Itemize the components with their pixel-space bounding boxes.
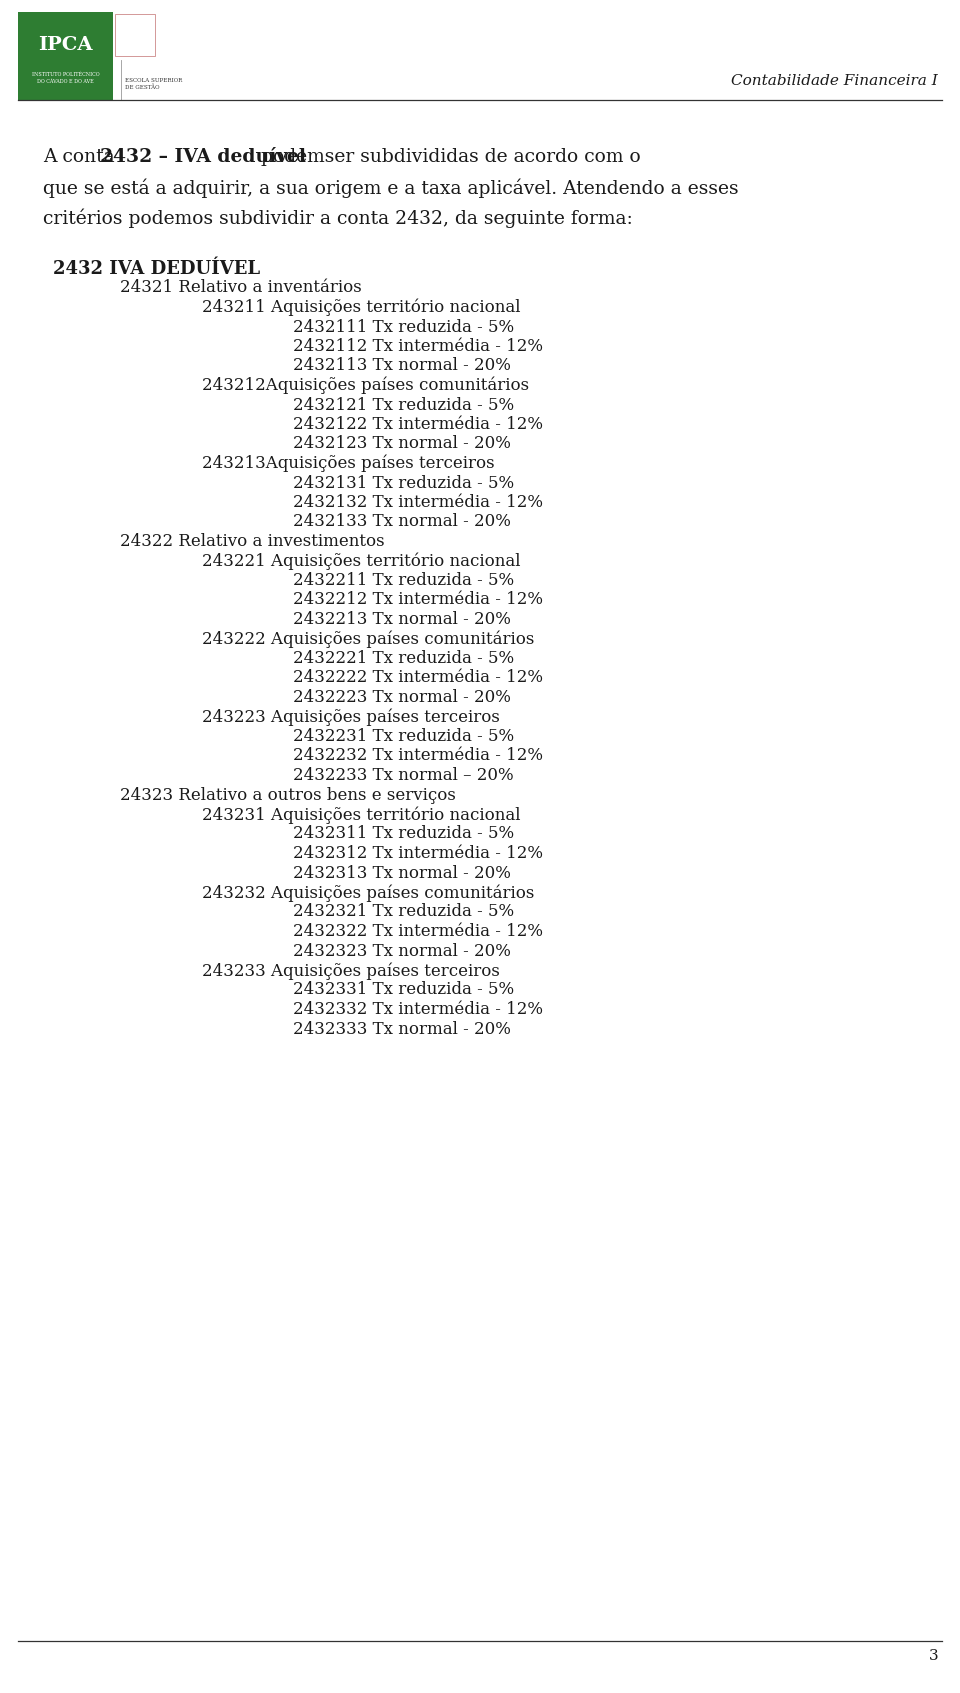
Text: 2432333 Tx normal - 20%: 2432333 Tx normal - 20% xyxy=(293,1021,511,1038)
Text: 2432221 Tx reduzida - 5%: 2432221 Tx reduzida - 5% xyxy=(293,650,514,667)
Text: 243232 Aquisições países comunitários: 243232 Aquisições países comunitários xyxy=(202,884,534,901)
Text: Contabilidade Financeira I: Contabilidade Financeira I xyxy=(732,74,938,88)
Text: podemser subdivididas de acordo com o: podemser subdivididas de acordo com o xyxy=(255,147,640,166)
Text: 2432132 Tx intermédia - 12%: 2432132 Tx intermédia - 12% xyxy=(293,494,542,511)
Text: 2432323 Tx normal - 20%: 2432323 Tx normal - 20% xyxy=(293,943,511,960)
Text: 243211 Aquisições território nacional: 243211 Aquisições território nacional xyxy=(202,300,520,317)
Text: 2432213 Tx normal - 20%: 2432213 Tx normal - 20% xyxy=(293,611,511,628)
Text: 2432332 Tx intermédia - 12%: 2432332 Tx intermédia - 12% xyxy=(293,1001,542,1017)
Text: 24323 Relativo a outros bens e serviços: 24323 Relativo a outros bens e serviços xyxy=(120,787,456,804)
Text: 2432321 Tx reduzida - 5%: 2432321 Tx reduzida - 5% xyxy=(293,904,514,921)
Text: A conta: A conta xyxy=(43,147,121,166)
Text: 2432313 Tx normal - 20%: 2432313 Tx normal - 20% xyxy=(293,865,511,882)
Text: 2432223 Tx normal - 20%: 2432223 Tx normal - 20% xyxy=(293,689,511,706)
Text: 2432222 Tx intermédia - 12%: 2432222 Tx intermédia - 12% xyxy=(293,669,542,686)
Text: 2432322 Tx intermédia - 12%: 2432322 Tx intermédia - 12% xyxy=(293,923,542,940)
Text: 243213Aquisições países terceiros: 243213Aquisições países terceiros xyxy=(202,455,494,472)
Text: IPCA: IPCA xyxy=(38,37,93,54)
Text: 3: 3 xyxy=(928,1649,938,1663)
Text: 2432232 Tx intermédia - 12%: 2432232 Tx intermédia - 12% xyxy=(293,748,542,765)
Text: 2432111 Tx reduzida - 5%: 2432111 Tx reduzida - 5% xyxy=(293,318,514,335)
Text: 243233 Aquisições países terceiros: 243233 Aquisições países terceiros xyxy=(202,962,499,980)
Text: 2432331 Tx reduzida - 5%: 2432331 Tx reduzida - 5% xyxy=(293,982,514,999)
Text: 2432112 Tx intermédia - 12%: 2432112 Tx intermédia - 12% xyxy=(293,339,542,356)
Text: ESCOLA SUPERIOR
DE GESTÃO: ESCOLA SUPERIOR DE GESTÃO xyxy=(125,78,182,90)
Text: 24321 Relativo a inventários: 24321 Relativo a inventários xyxy=(120,279,362,296)
Text: 243223 Aquisições países terceiros: 243223 Aquisições países terceiros xyxy=(202,708,499,726)
Text: 2432211 Tx reduzida - 5%: 2432211 Tx reduzida - 5% xyxy=(293,572,514,589)
Text: 243221 Aquisições território nacional: 243221 Aquisições território nacional xyxy=(202,552,520,571)
Text: 243222 Aquisições países comunitários: 243222 Aquisições países comunitários xyxy=(202,630,534,648)
Text: 2432233 Tx normal – 20%: 2432233 Tx normal – 20% xyxy=(293,767,514,784)
Text: 2432123 Tx normal - 20%: 2432123 Tx normal - 20% xyxy=(293,435,511,452)
Text: 243231 Aquisições território nacional: 243231 Aquisições território nacional xyxy=(202,806,520,823)
Text: INSTITUTO POLITÉCNICO
DO CÁVADO E DO AVE: INSTITUTO POLITÉCNICO DO CÁVADO E DO AVE xyxy=(32,73,99,85)
FancyBboxPatch shape xyxy=(18,12,113,100)
Text: 24322 Relativo a investimentos: 24322 Relativo a investimentos xyxy=(120,533,385,550)
Text: 243212Aquisições países comunitários: 243212Aquisições países comunitários xyxy=(202,378,529,394)
Text: 2432311 Tx reduzida - 5%: 2432311 Tx reduzida - 5% xyxy=(293,826,514,843)
Text: 2432231 Tx reduzida - 5%: 2432231 Tx reduzida - 5% xyxy=(293,728,514,745)
Text: 2432113 Tx normal - 20%: 2432113 Tx normal - 20% xyxy=(293,357,511,374)
Text: 2432 IVA DEDUÍVEL: 2432 IVA DEDUÍVEL xyxy=(53,261,260,278)
Text: 2432312 Tx intermédia - 12%: 2432312 Tx intermédia - 12% xyxy=(293,845,542,862)
Text: que se está a adquirir, a sua origem e a taxa aplicável. Atendendo a esses: que se está a adquirir, a sua origem e a… xyxy=(43,178,738,198)
Text: critérios podemos subdividir a conta 2432, da seguinte forma:: critérios podemos subdividir a conta 243… xyxy=(43,208,633,227)
Text: 2432 – IVA deduível: 2432 – IVA deduível xyxy=(100,147,306,166)
Text: 2432121 Tx reduzida - 5%: 2432121 Tx reduzida - 5% xyxy=(293,396,514,413)
Text: 2432133 Tx normal - 20%: 2432133 Tx normal - 20% xyxy=(293,513,511,530)
Text: 2432212 Tx intermédia - 12%: 2432212 Tx intermédia - 12% xyxy=(293,591,542,608)
Text: 2432131 Tx reduzida - 5%: 2432131 Tx reduzida - 5% xyxy=(293,474,514,491)
Text: 2432122 Tx intermédia - 12%: 2432122 Tx intermédia - 12% xyxy=(293,416,542,433)
